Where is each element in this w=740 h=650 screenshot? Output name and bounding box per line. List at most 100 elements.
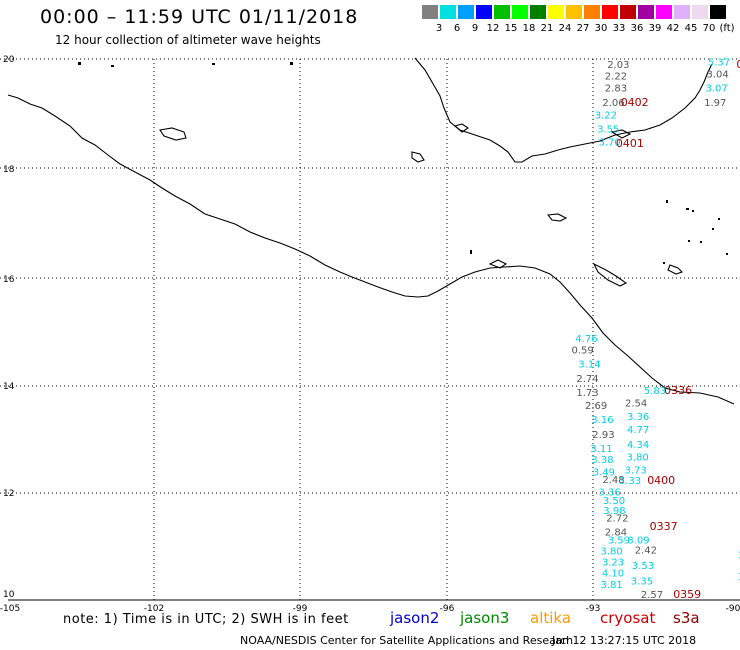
footer-note: note: 1) Time is in UTC; 2) SWH is in fe… — [63, 612, 349, 627]
lon-label: -99 — [293, 604, 308, 614]
sat-label-jason3: jason3 — [460, 609, 510, 627]
wave-height-value: 3.14 — [578, 359, 600, 370]
wave-height-value: 2.06 — [602, 98, 624, 109]
legend-label: 70 — [702, 23, 716, 34]
legend-label: 3 — [435, 23, 443, 34]
wave-height-value: 3.07 — [706, 84, 728, 95]
legend-label: 9 — [471, 23, 479, 34]
wave-height-value: 2.22 — [605, 72, 627, 83]
legend-swatch — [440, 5, 456, 19]
wave-height-value: 3.55 — [597, 125, 619, 136]
wave-height-value: 2.74 — [576, 374, 598, 385]
legend-swatch — [692, 5, 708, 19]
legend-swatch — [584, 5, 600, 19]
wave-height-value: 4.77 — [627, 425, 649, 436]
legend-label: 6 — [453, 23, 461, 34]
wave-height-value: 3.50 — [603, 496, 625, 507]
wave-height-value: 2.84 — [605, 528, 627, 539]
generated-timestamp: Jan 12 13:27:15 UTC 2018 — [552, 634, 697, 647]
grid-lines — [0, 58, 740, 600]
legend-swatch — [602, 5, 618, 19]
wave-height-value: 2.93 — [592, 430, 614, 441]
lon-label: -93 — [586, 604, 601, 614]
wave-height-value: 3.98 — [603, 506, 625, 517]
legend-label: (ft) — [719, 23, 735, 34]
legend-label: 27 — [576, 23, 590, 34]
wave-height-value: 2.54 — [625, 398, 647, 409]
wave-height-value: 3.16 — [591, 415, 613, 426]
wave-height-value: 3.80 — [627, 452, 649, 463]
legend-swatch — [674, 5, 690, 19]
legend-label: 12 — [486, 23, 500, 34]
pass-time-label: 0336 — [664, 384, 692, 397]
wave-height-value: 3 — [738, 550, 740, 561]
wave-height-value: 2.72 — [606, 514, 628, 525]
wave-height-value: 0.59 — [572, 345, 594, 356]
legend-label: 21 — [540, 23, 554, 34]
pass-time-label: 0401 — [616, 137, 644, 150]
legend-swatch — [530, 5, 546, 19]
legend-swatch — [566, 5, 582, 19]
wave-height-value: 2.42 — [635, 546, 657, 557]
wave-height-value: 3.73 — [625, 465, 647, 476]
legend-label: 24 — [558, 23, 572, 34]
legend-label: 15 — [504, 23, 518, 34]
lon-label: -102 — [144, 604, 164, 614]
pass-time-label: 0 — [736, 58, 740, 71]
legend-swatch — [494, 5, 510, 19]
wave-height-value: 3.22 — [595, 111, 617, 122]
pass-time-label: 0400 — [647, 474, 675, 487]
wave-height-value: 4.34 — [627, 440, 649, 451]
legend-label: 33 — [612, 23, 626, 34]
lat-label: 18 — [3, 165, 15, 175]
pass-time-label: 0359 — [673, 588, 701, 601]
lon-label: -90 — [726, 604, 740, 614]
pass-time-label: 0337 — [650, 520, 678, 533]
wave-height-value: 3.80 — [601, 547, 623, 558]
observation-layer: 2.032.222.83 2.06 3.04 1.97 0.59 2.74 1.73 2.54… — [572, 58, 740, 601]
wave-height-value: 5.37 — [708, 58, 730, 69]
sat-label-jason2: jason2 — [390, 609, 440, 627]
wave-height-value: 3.59 — [608, 536, 630, 547]
legend-label: 45 — [684, 23, 698, 34]
lat-label: 20 — [3, 55, 15, 65]
lat-labels: 20 18 16 14 12 10 — [3, 55, 15, 600]
wave-height-value: 3.49 — [593, 468, 615, 479]
legend-swatch — [710, 5, 726, 19]
page-title: 00:00 – 11:59 UTC 01/11/2018 — [40, 6, 359, 28]
wave-height-value: 4.10 — [602, 569, 624, 580]
page-subtitle: 12 hour collection of altimeter wave hei… — [55, 33, 321, 47]
pass-time-label: 0402 — [621, 96, 649, 109]
wave-height-value: 2.48 — [602, 475, 624, 486]
wave-height-value: 4.76 — [575, 334, 597, 345]
lat-label: 10 — [3, 590, 15, 600]
legend-swatch — [548, 5, 564, 19]
wave-height-value: 3.35 — [631, 576, 653, 587]
wave-height-value: 3.36 — [627, 412, 649, 423]
wave-height-value: 1.97 — [704, 98, 726, 109]
wave-height-value: 2.69 — [585, 401, 607, 412]
credit-text: NOAA/NESDIS Center for Satellite Applica… — [240, 634, 574, 647]
legend-swatch — [476, 5, 492, 19]
lat-label: 16 — [3, 275, 15, 285]
legend-swatch — [458, 5, 474, 19]
legend-label: 18 — [522, 23, 536, 34]
wave-height-value: 3.81 — [601, 580, 623, 591]
legend-label: 39 — [648, 23, 662, 34]
lon-label: -105 — [0, 604, 20, 614]
legend-swatch — [638, 5, 654, 19]
sat-label-s3a: s3a — [673, 609, 700, 627]
wave-height-value: 2.57 — [641, 590, 663, 601]
wave-height-value: 2.83 — [605, 84, 627, 95]
wave-height-value: 5.83 — [644, 386, 666, 397]
islands — [78, 62, 728, 264]
legend-swatch — [512, 5, 528, 19]
legend-swatch — [620, 5, 636, 19]
wave-height-value: 3.04 — [707, 69, 729, 80]
wave-height-value: 3.70 — [599, 138, 621, 149]
wave-height-value: 3.38 — [591, 455, 613, 466]
lon-labels: -105 -102 -99 -96 -93 -90 — [0, 604, 740, 614]
legend-label: 30 — [594, 23, 608, 34]
lat-label: 12 — [3, 489, 14, 499]
